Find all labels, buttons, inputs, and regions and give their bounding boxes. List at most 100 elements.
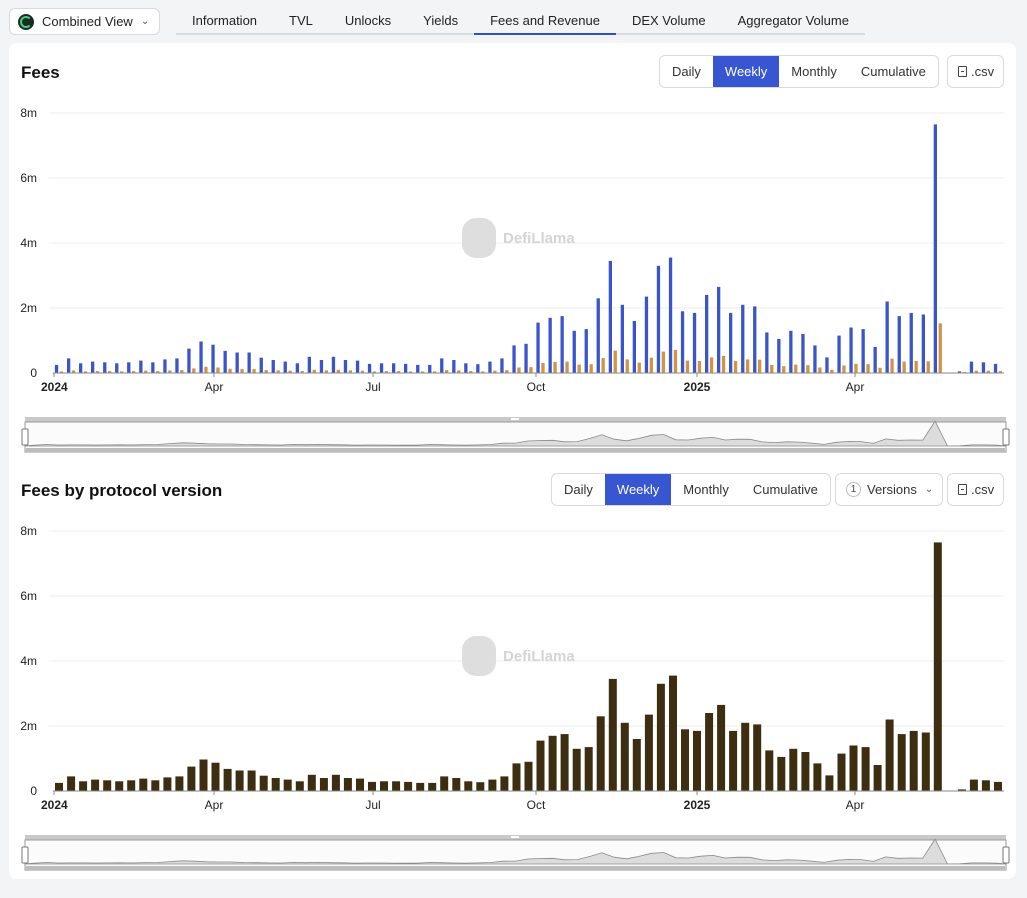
version-period-monthly[interactable]: Monthly <box>683 482 729 497</box>
tab-aggregator-volume[interactable]: Aggregator Volume <box>737 13 849 28</box>
tab-yields[interactable]: Yields <box>423 13 459 28</box>
bar <box>849 745 858 791</box>
bar <box>144 370 148 373</box>
bar <box>993 363 998 373</box>
bar <box>151 780 160 791</box>
versions-select[interactable]: 1 Versions ⌄ <box>835 473 943 506</box>
bar <box>421 371 425 373</box>
bar <box>156 371 160 373</box>
bar <box>295 781 304 792</box>
bar <box>404 363 408 373</box>
bar <box>384 371 389 373</box>
bar <box>187 348 191 373</box>
tab-information[interactable]: Information <box>192 13 258 28</box>
tab-dex-volume[interactable]: DEX Volume <box>631 13 706 28</box>
range-slider[interactable] <box>21 835 1010 871</box>
bar <box>379 363 384 374</box>
bar <box>163 777 172 791</box>
version-period-weekly[interactable]: Weekly <box>604 474 672 505</box>
bar <box>801 752 810 791</box>
versions-count-badge: 1 <box>846 482 861 497</box>
file-download-icon <box>958 66 967 77</box>
bar <box>367 363 372 373</box>
tab-unlocks[interactable]: Unlocks <box>344 13 392 28</box>
bar <box>199 759 208 791</box>
bar <box>921 732 930 791</box>
bar <box>577 364 581 373</box>
bar <box>741 304 745 374</box>
fees-title: Fees <box>21 63 60 82</box>
bar <box>127 780 136 791</box>
version-period-daily[interactable]: Daily <box>564 482 593 497</box>
section-tabs: Information TVL Unlocks Yields Fees and … <box>176 7 865 35</box>
bar <box>404 781 413 791</box>
bar <box>512 763 521 791</box>
fees-csv-button[interactable]: .csv <box>947 55 1004 88</box>
fees-period-weekly[interactable]: Weekly <box>712 56 780 87</box>
fees-period-cumulative[interactable]: Cumulative <box>860 64 926 79</box>
view-select[interactable]: Combined View ⌄ <box>9 8 160 35</box>
bar <box>589 364 593 373</box>
llama-logo-icon <box>462 636 496 676</box>
bar <box>777 756 786 791</box>
bar <box>596 716 605 792</box>
y-tick-label: 8m <box>20 524 37 538</box>
bar <box>416 364 420 373</box>
fees-period-toggle: Daily Weekly Monthly Cumulative <box>659 55 939 88</box>
bar <box>681 729 689 792</box>
range-slider-left-handle[interactable] <box>21 428 29 446</box>
bar <box>825 775 834 791</box>
bar <box>276 370 280 373</box>
bar <box>873 347 877 373</box>
bar <box>295 363 299 374</box>
bar <box>79 781 88 792</box>
bar <box>343 360 348 373</box>
bar <box>428 364 432 373</box>
bar <box>957 789 966 791</box>
range-slider-left-handle[interactable] <box>21 846 29 864</box>
range-slider[interactable] <box>21 417 1010 453</box>
range-slider-grip[interactable] <box>511 836 519 838</box>
bar <box>957 371 962 373</box>
bar <box>572 748 581 792</box>
bar <box>733 361 738 373</box>
bar <box>356 778 364 791</box>
bar <box>247 770 256 791</box>
bar <box>91 361 95 373</box>
bar <box>211 762 220 791</box>
fees-csv-label: .csv <box>971 64 995 79</box>
bar <box>235 352 239 373</box>
version-period-cumulative[interactable]: Cumulative <box>752 482 818 497</box>
versions-label: Versions <box>867 482 917 497</box>
bar <box>223 350 227 373</box>
version-csv-button[interactable]: .csv <box>947 473 1004 506</box>
x-tick-label: 2024 <box>41 798 68 812</box>
top-bar: Combined View ⌄ Information TVL Unlocks … <box>9 7 1009 35</box>
bar <box>837 335 841 373</box>
bar <box>818 367 822 373</box>
bar <box>584 747 593 791</box>
bar <box>319 360 324 373</box>
bar <box>697 361 702 373</box>
range-slider-right-handle[interactable] <box>1002 428 1010 446</box>
x-tick-label: Apr <box>846 380 865 394</box>
bar <box>866 364 870 373</box>
bar <box>211 344 215 373</box>
range-slider-grip[interactable] <box>511 418 519 420</box>
tab-fees-and-revenue[interactable]: Fees and Revenue <box>474 7 616 35</box>
x-tick-label: Oct <box>527 798 546 812</box>
bar <box>187 766 196 791</box>
fees-period-daily[interactable]: Daily <box>672 64 701 79</box>
bar <box>139 360 143 373</box>
tab-tvl[interactable]: TVL <box>289 13 313 28</box>
range-slider-right-handle[interactable] <box>1002 846 1010 864</box>
file-download-icon <box>958 484 967 495</box>
bar <box>529 367 533 373</box>
bar <box>572 330 576 374</box>
bar <box>765 750 774 791</box>
view-select-label: Combined View <box>42 14 133 29</box>
bar <box>312 369 316 374</box>
x-tick-label: Jul <box>365 380 380 394</box>
bar <box>548 735 557 792</box>
fees-period-monthly[interactable]: Monthly <box>791 64 837 79</box>
